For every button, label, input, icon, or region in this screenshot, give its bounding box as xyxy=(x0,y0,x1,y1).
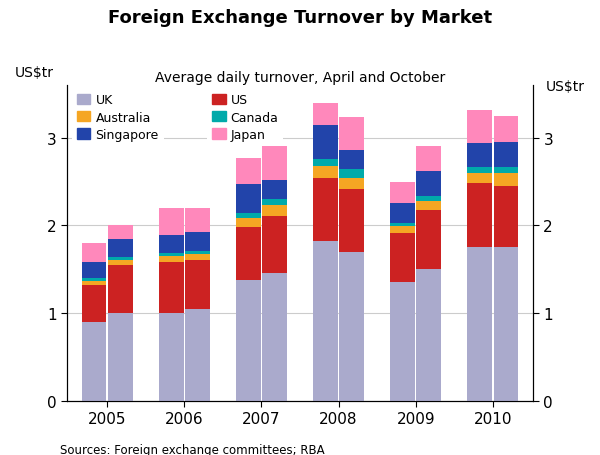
Bar xyxy=(262,147,287,180)
Bar xyxy=(416,270,441,401)
Bar xyxy=(185,309,210,401)
Bar xyxy=(108,258,133,260)
Bar xyxy=(82,285,106,322)
Bar xyxy=(390,204,415,223)
Bar xyxy=(313,242,338,401)
Bar xyxy=(313,159,338,167)
Bar xyxy=(82,281,106,285)
Bar xyxy=(159,263,184,313)
Bar xyxy=(313,126,338,159)
Bar xyxy=(262,216,287,273)
Bar xyxy=(108,313,133,401)
Bar xyxy=(416,172,441,196)
Bar xyxy=(467,184,492,248)
Bar xyxy=(340,117,364,151)
Bar xyxy=(236,158,260,185)
Text: Foreign Exchange Turnover by Market: Foreign Exchange Turnover by Market xyxy=(108,9,492,27)
Bar xyxy=(262,273,287,401)
Bar xyxy=(159,253,184,257)
Bar xyxy=(313,104,338,126)
Bar xyxy=(416,196,441,202)
Bar xyxy=(185,232,210,251)
Bar xyxy=(262,200,287,206)
Bar xyxy=(236,214,260,219)
Bar xyxy=(494,173,518,187)
Bar xyxy=(390,227,415,234)
Bar xyxy=(108,260,133,265)
Bar xyxy=(467,248,492,401)
Bar xyxy=(236,219,260,228)
Bar xyxy=(82,263,106,278)
Bar xyxy=(236,228,260,280)
Bar xyxy=(108,226,133,240)
Bar xyxy=(236,280,260,401)
Bar xyxy=(340,170,364,179)
Bar xyxy=(108,265,133,313)
Legend: US, Canada, Japan: US, Canada, Japan xyxy=(207,89,283,147)
Bar xyxy=(390,234,415,283)
Bar xyxy=(262,180,287,200)
Bar xyxy=(467,144,492,168)
Bar xyxy=(185,255,210,261)
Title: Average daily turnover, April and October: Average daily turnover, April and Octobe… xyxy=(155,71,445,85)
Bar xyxy=(159,208,184,236)
Bar xyxy=(494,143,518,167)
Text: Sources: Foreign exchange committees; RBA: Sources: Foreign exchange committees; RB… xyxy=(60,443,325,455)
Bar xyxy=(340,189,364,252)
Bar xyxy=(159,236,184,253)
Bar xyxy=(416,210,441,270)
Bar xyxy=(340,252,364,401)
Bar xyxy=(494,116,518,143)
Bar xyxy=(82,243,106,263)
Bar xyxy=(82,322,106,401)
Bar xyxy=(185,251,210,255)
Bar xyxy=(185,261,210,309)
Bar xyxy=(185,208,210,232)
Bar xyxy=(467,168,492,173)
Bar xyxy=(467,111,492,144)
Bar xyxy=(108,240,133,258)
Bar xyxy=(159,257,184,263)
Bar xyxy=(494,187,518,248)
Bar xyxy=(82,278,106,281)
Bar xyxy=(390,182,415,204)
Bar xyxy=(340,151,364,170)
Bar xyxy=(494,248,518,401)
Bar xyxy=(313,167,338,179)
Bar xyxy=(494,167,518,173)
Y-axis label: US$tr: US$tr xyxy=(15,66,54,80)
Bar xyxy=(262,206,287,216)
Bar xyxy=(340,179,364,189)
Y-axis label: US$tr: US$tr xyxy=(546,80,585,93)
Bar xyxy=(159,313,184,401)
Bar xyxy=(416,202,441,210)
Bar xyxy=(390,223,415,227)
Bar xyxy=(390,283,415,401)
Bar xyxy=(313,179,338,242)
Bar xyxy=(416,147,441,172)
Bar xyxy=(236,185,260,214)
Bar xyxy=(467,173,492,184)
